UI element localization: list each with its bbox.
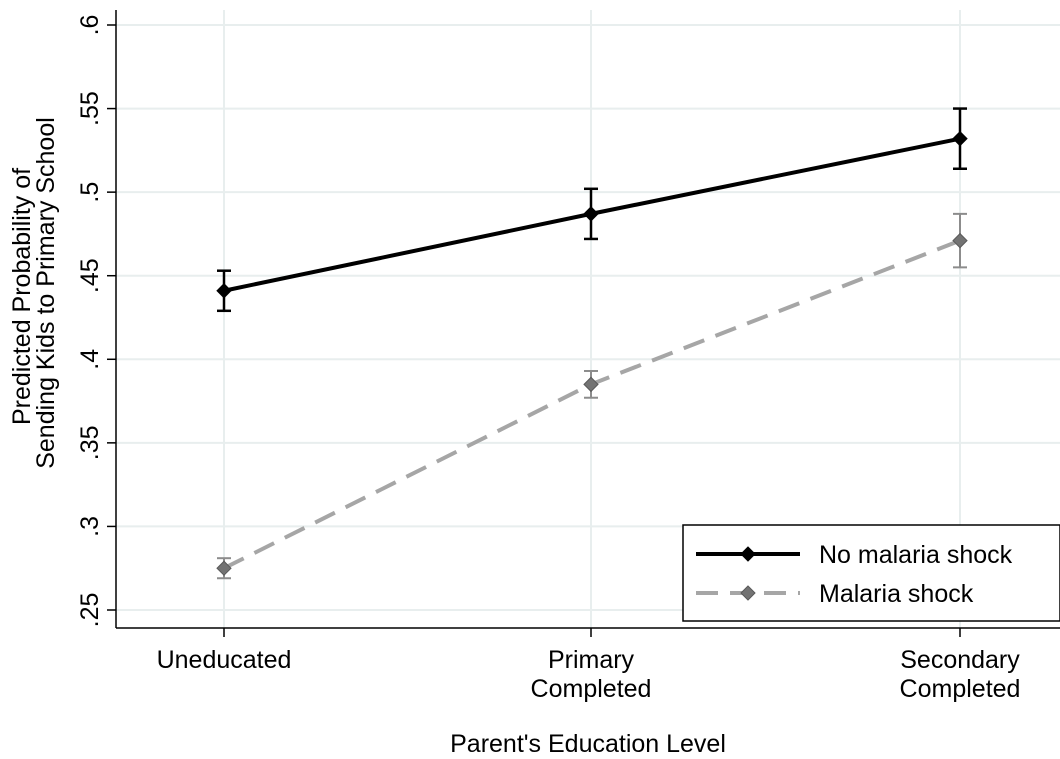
data-point xyxy=(583,376,599,393)
series-no-malaria-shock xyxy=(216,107,968,313)
legend-label: No malaria shock xyxy=(819,541,1013,569)
x-tick-label: Uneducated xyxy=(157,646,292,674)
data-point xyxy=(216,560,232,576)
legend: No malaria shock Malaria shock xyxy=(682,524,1060,622)
axes xyxy=(115,10,1060,629)
legend-entry: Malaria shock xyxy=(696,580,974,608)
data-point xyxy=(952,130,968,147)
series-layer xyxy=(216,107,968,580)
y-tick-label: .4 xyxy=(76,349,104,370)
legend-swatch-marker xyxy=(740,546,756,562)
legend-swatch-marker xyxy=(740,585,756,601)
y-ticks: .25 .3 .35 .4 .45 .5 .55 .6 xyxy=(76,15,116,628)
data-point xyxy=(583,206,599,222)
y-tick-label: .6 xyxy=(76,15,104,36)
legend-entry: No malaria shock xyxy=(696,541,1013,569)
legend-label: Malaria shock xyxy=(819,580,974,608)
y-axis-label-line-2: Sending Kids to Primary School xyxy=(32,117,60,469)
data-point xyxy=(216,283,232,299)
x-tick-label: Secondary Completed xyxy=(900,646,1021,703)
y-tick-label: .45 xyxy=(76,258,104,293)
x-axis-label: Parent's Education Level xyxy=(450,730,726,758)
y-axis-label: Predicted Probability of Sending Kids to… xyxy=(8,117,60,469)
y-tick-label: .25 xyxy=(76,593,104,628)
series-malaria-shock xyxy=(216,212,968,580)
y-tick-label: .55 xyxy=(76,91,104,126)
legend-box xyxy=(682,524,1060,622)
y-tick-label: .3 xyxy=(76,516,104,537)
y-tick-label: .5 xyxy=(76,182,104,203)
y-axis-label-line-1: Predicted Probability of xyxy=(8,168,36,425)
y-tick-label: .35 xyxy=(76,425,104,460)
data-point xyxy=(952,232,968,249)
x-tick-label: Primary Completed xyxy=(531,646,652,703)
x-ticks: Uneducated Primary Completed Secondary Compl… xyxy=(157,628,1021,703)
legend-entries: No malaria shock Malaria shock xyxy=(696,541,1013,608)
